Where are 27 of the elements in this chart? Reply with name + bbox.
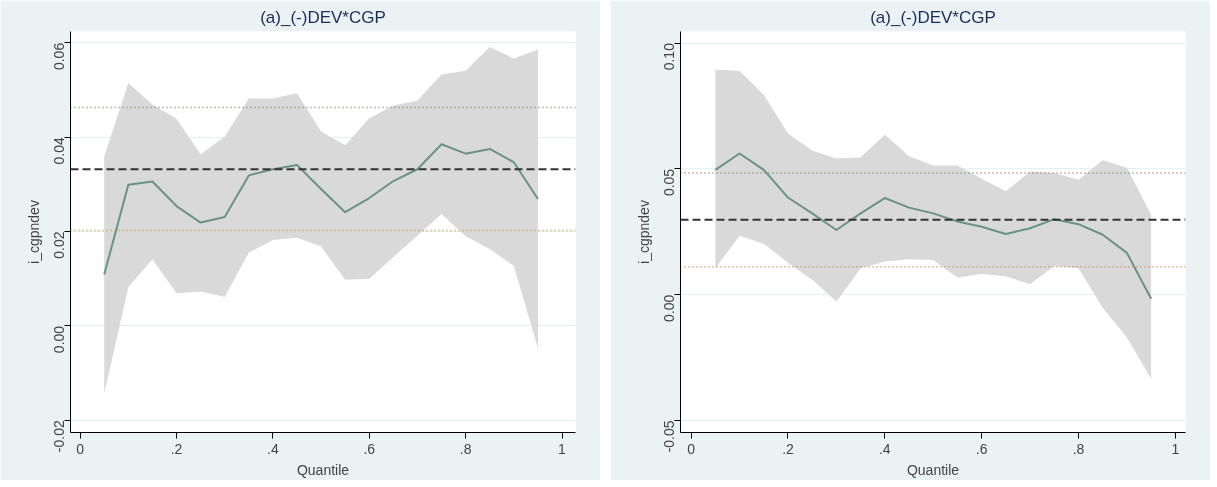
x-tick-label: 1 [558,440,567,457]
x-axis-title: Quantile [906,461,960,478]
y-tick-label: 0.10 [661,42,678,71]
x-axis-title: Quantile [296,461,350,478]
x-tick-label: 0 [76,440,85,457]
y-tick-label: 0.04 [51,136,68,165]
x-tick-label: .2 [170,440,183,457]
y-tick-label: 0.02 [51,231,68,259]
x-tick-label: .4 [878,440,891,457]
y-tick-label: -0.02 [51,420,68,453]
y-axis-title: i_cgpndev [25,200,42,264]
x-tick-label: .6 [975,440,988,457]
y-tick-label: -0.05 [661,420,678,453]
y-tick-label: 0.00 [661,294,678,322]
x-tick-label: 1 [1171,440,1180,457]
x-tick-label: .2 [782,440,795,457]
y-tick-label: 0.05 [661,168,678,197]
x-tick-label: 0 [687,440,696,457]
chart-title: (a)_(-)DEV*CGP [260,7,386,27]
y-tick-label: 0.06 [51,42,68,71]
chart-title: (a)_(-)DEV*CGP [870,7,996,27]
x-tick-label: .8 [459,440,472,457]
y-axis-title: i_cgpndev [635,200,652,264]
x-tick-label: .4 [267,440,279,457]
x-tick-label: .8 [1072,440,1085,457]
y-tick-label: 0.00 [51,325,68,354]
x-tick-label: .6 [363,440,376,457]
